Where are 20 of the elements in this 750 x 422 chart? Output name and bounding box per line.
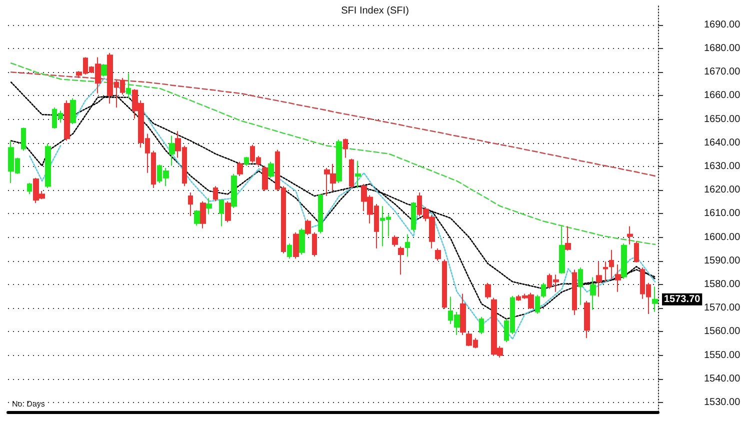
- y-tick-label: 1590.00: [704, 255, 741, 266]
- text: 1573.70: [664, 294, 701, 305]
- y-tick-label: 1600.00: [704, 232, 741, 243]
- y-tick-label: 1630.00: [704, 161, 741, 172]
- y-tick-label: 1680.00: [704, 42, 741, 54]
- y-tick-label: 1550.00: [704, 350, 741, 361]
- y-tick-label: 1620.00: [704, 184, 741, 196]
- y-tick-label: 1660.00: [704, 90, 741, 102]
- y-tick-label: 1690.00: [704, 19, 741, 30]
- y-tick-label: 1650.00: [704, 114, 741, 125]
- chart-title: SFI Index (SFI): [341, 6, 409, 16]
- y-tick-label: 1530.00: [704, 397, 741, 408]
- y-tick-label: 1670.00: [704, 66, 741, 78]
- y-tick-label: 1560.00: [704, 326, 741, 338]
- y-tick-label: 1610.00: [704, 208, 741, 220]
- y-tick-label: 1580.00: [704, 279, 741, 290]
- y-tick-label: 1640.00: [704, 137, 741, 148]
- y-tick-label: 1540.00: [704, 373, 741, 384]
- annotation: No. Days: [12, 400, 45, 408]
- y-tick-label: 1570.00: [704, 302, 741, 314]
